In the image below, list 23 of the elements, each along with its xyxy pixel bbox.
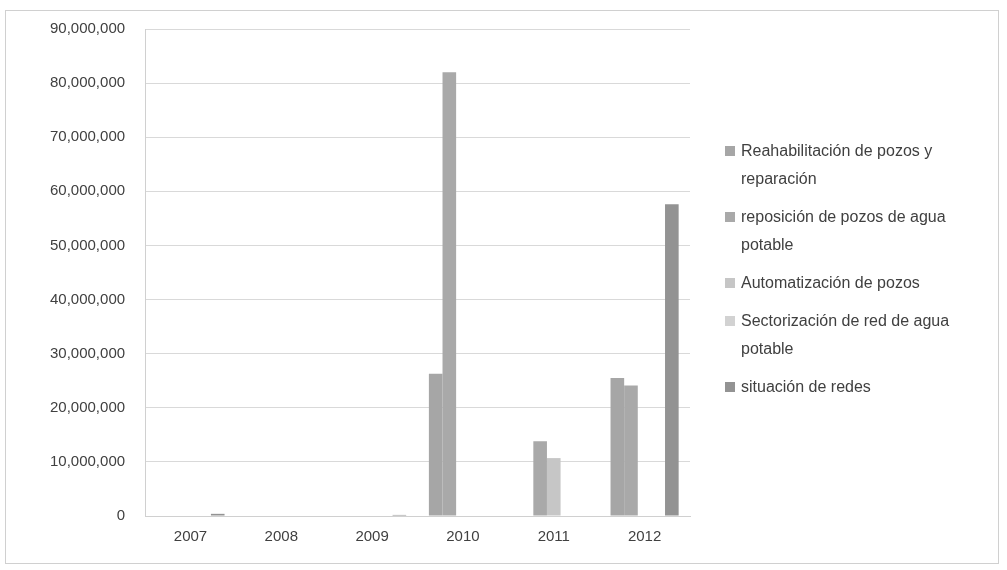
y-tick-label: 70,000,000 bbox=[50, 127, 126, 145]
y-tick-label: 0 bbox=[116, 506, 126, 524]
y-tick-label: 80,000,000 bbox=[50, 73, 126, 91]
y-tick-label: 90,000,000 bbox=[50, 19, 126, 37]
legend-label: situación de redes bbox=[741, 377, 871, 397]
legend-label: Sectorización de red de agua potable bbox=[741, 311, 951, 359]
x-tick-label: 2012 bbox=[627, 527, 662, 545]
bar bbox=[533, 441, 547, 516]
legend-label: reposición de pozos de agua potable bbox=[741, 207, 947, 255]
x-tick-label: 2011 bbox=[537, 527, 570, 545]
y-tick-label: 30,000,000 bbox=[50, 343, 126, 361]
y-tick-label: 40,000,000 bbox=[50, 289, 126, 307]
y-tick-label: 10,000,000 bbox=[50, 452, 126, 470]
x-tick-label: 2009 bbox=[355, 527, 389, 545]
y-tick-label: 60,000,000 bbox=[50, 181, 126, 199]
x-tick-label: 2007 bbox=[173, 527, 208, 545]
x-tick-label: 2010 bbox=[446, 527, 480, 545]
y-tick-label: 20,000,000 bbox=[50, 397, 126, 415]
x-tick-label: 2008 bbox=[264, 527, 298, 545]
bar bbox=[665, 204, 679, 516]
legend-label: Reahabilitación de pozos y reparación bbox=[741, 141, 934, 189]
legend-label: Automatización de pozos bbox=[741, 273, 920, 293]
y-tick-label: 50,000,000 bbox=[50, 235, 126, 253]
